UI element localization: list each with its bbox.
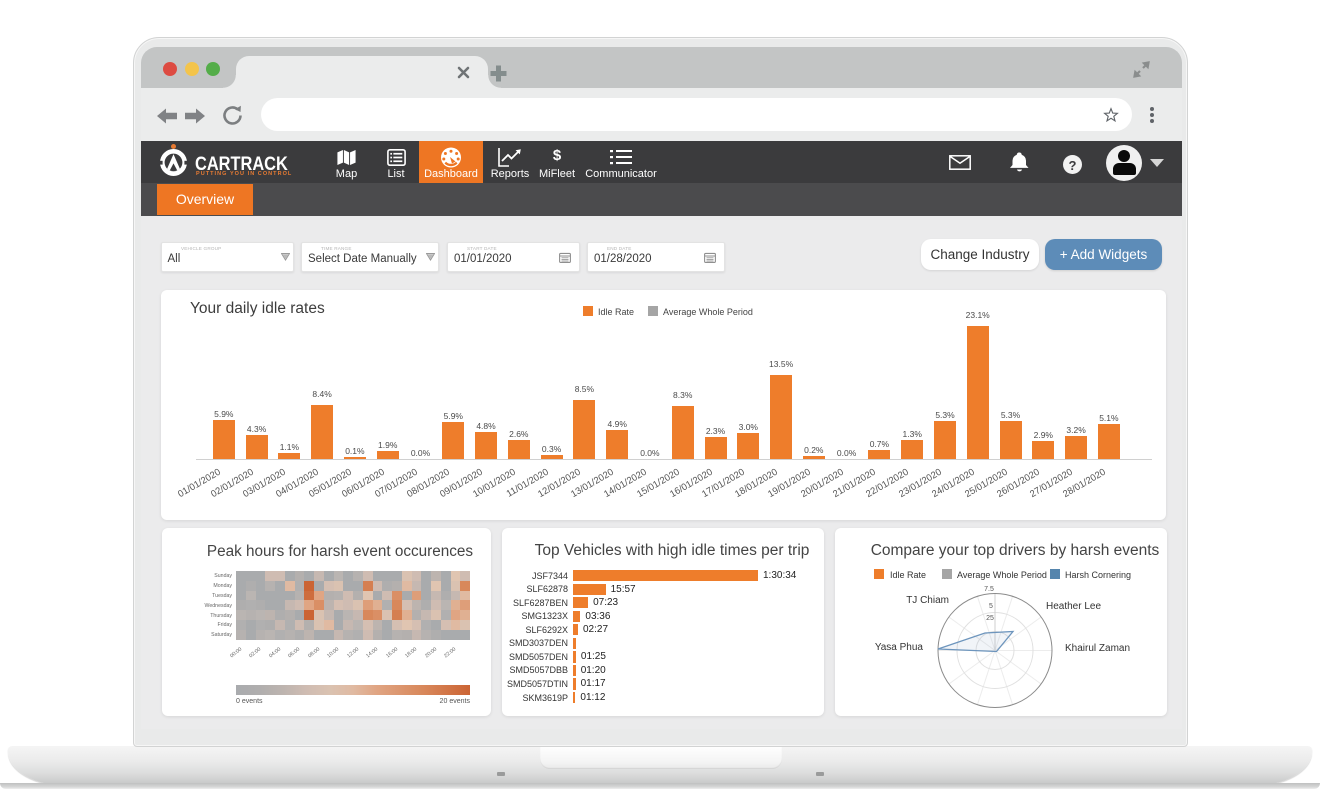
svg-text:5: 5 bbox=[989, 603, 993, 610]
svg-text:25: 25 bbox=[986, 615, 994, 622]
svg-text:7.5: 7.5 bbox=[984, 586, 994, 593]
